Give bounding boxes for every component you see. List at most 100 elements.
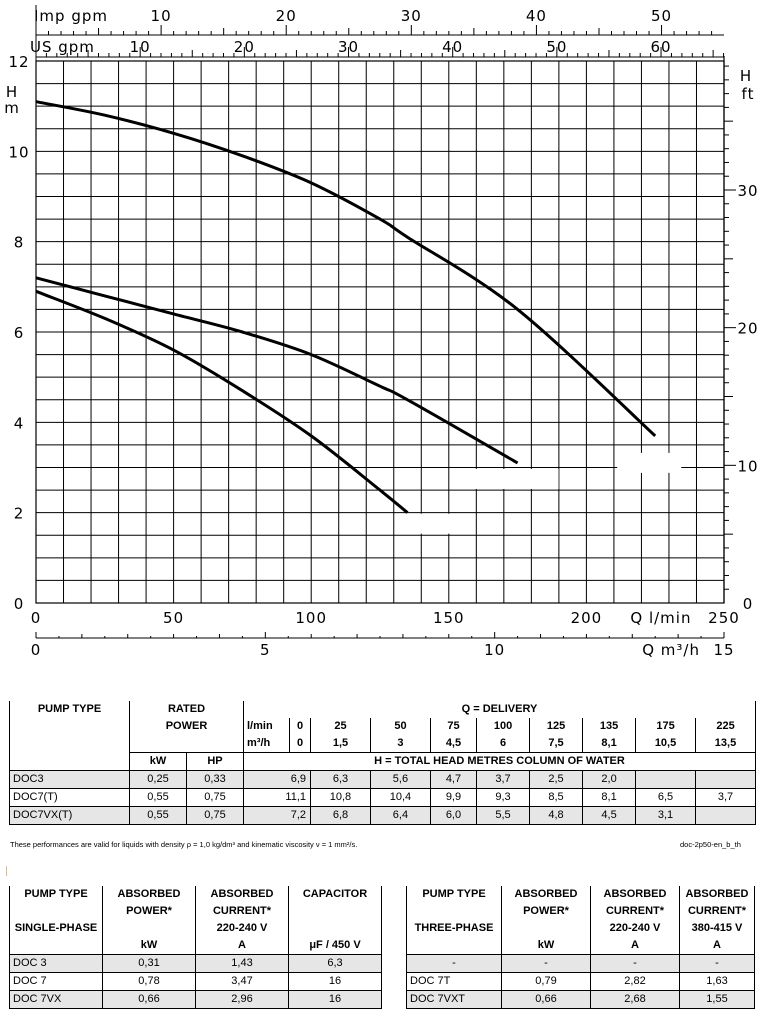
single-phase-table: PUMP TYPE ABSORBED ABSORBED CAPACITOR PO… — [9, 886, 382, 1009]
curve-label-bg — [468, 468, 559, 489]
power-header: POWER — [129, 718, 244, 735]
head-cell: 6,4 — [369, 806, 431, 825]
imp-gpm-tick-label: 20 — [276, 7, 297, 25]
blank-cell — [129, 735, 244, 753]
head-cell: 8,5 — [529, 788, 584, 807]
y-tick-label-m: 6 — [14, 324, 25, 342]
absorbed-header: ABSORBED — [679, 886, 755, 903]
head-header: H = TOTAL HEAD METRES COLUMN OF WATER — [243, 752, 756, 771]
m3h-val: 3 — [369, 735, 431, 753]
blank-cell — [9, 752, 130, 771]
rated-header: RATED — [129, 701, 244, 718]
head-cell: 5,6 — [369, 770, 431, 789]
kw-header: kW — [102, 937, 196, 955]
curve-doc-7-vx — [35, 276, 519, 465]
power-cell: 0,31 — [102, 954, 196, 973]
current-cell: 2,68 — [590, 990, 680, 1009]
y-axis-label-ft: ft — [742, 85, 755, 103]
us-gpm-tick-label: 40 — [442, 38, 463, 56]
current-cell: 2,82 — [590, 972, 680, 991]
y-tick-label-m: 8 — [14, 234, 25, 252]
y-tick-label-ft: 0 — [743, 595, 754, 613]
us-gpm-tick-label: 10 — [130, 38, 151, 56]
current-cell: 1,43 — [195, 954, 289, 973]
imp-gpm-tick-label: 40 — [526, 7, 547, 25]
y-axis-label-m: m — [4, 99, 20, 117]
y-tick-label-m: 2 — [14, 505, 25, 523]
table-row-name: DOC7VX(T) — [9, 806, 130, 825]
x-tick-label-m3h: 15 — [713, 641, 734, 659]
m3h-val: 6 — [475, 735, 531, 753]
x-tick-label-lmin: 0 — [31, 609, 42, 627]
kw-cell: 0,55 — [129, 788, 187, 807]
head-cell — [695, 806, 756, 825]
power-cell: - — [501, 954, 591, 973]
lmin-val: 75 — [429, 718, 478, 735]
head-cell: 4,8 — [529, 806, 584, 825]
chart-grid — [35, 5, 736, 639]
table-row-name: DOC 7T — [406, 972, 502, 991]
delivery-header: Q = DELIVERY — [243, 701, 756, 718]
head-cell: 3,1 — [635, 806, 697, 825]
head-cell: 10,8 — [310, 788, 371, 807]
pump-curves — [35, 100, 682, 534]
y-tick-label-m: 12 — [8, 53, 29, 71]
head-cell: 9,9 — [429, 788, 478, 807]
head-cell: 6,8 — [310, 806, 371, 825]
head-cell: 10,4 — [369, 788, 431, 807]
head-cell: 8,1 — [582, 788, 637, 807]
pump-type-header: PUMP TYPE — [9, 886, 103, 903]
y-tick-label-ft: 30 — [737, 182, 758, 200]
x-tick-label-m3h: 0 — [31, 641, 42, 659]
uf-header: μF / 450 V — [288, 937, 382, 955]
head-cell: 4,7 — [429, 770, 478, 789]
lmin-val: 50 — [369, 718, 431, 735]
table-row-name: DOC 7VX — [9, 990, 103, 1009]
current-cell: 3,47 — [195, 972, 289, 991]
absorbed-header: ABSORBED — [590, 886, 680, 903]
capacitor-header: CAPACITOR — [288, 886, 382, 903]
head-cell: 2,5 — [529, 770, 584, 789]
blank-cell — [406, 903, 502, 920]
curve-label-bg — [398, 513, 461, 534]
a-header: A — [195, 937, 289, 955]
blank-cell — [501, 920, 591, 937]
head-cell: 6,0 — [429, 806, 478, 825]
imp-gpm-label: Imp gpm — [34, 7, 108, 25]
head-cell: 7,2 — [243, 806, 311, 825]
lmin-header: l/min — [243, 718, 290, 735]
x-tick-label-m3h: 5 — [260, 641, 271, 659]
y-tick-label-m: 10 — [8, 143, 29, 161]
lmin-val: 100 — [475, 718, 531, 735]
table-row-name: DOC 3 — [9, 954, 103, 973]
pump-type-header: PUMP TYPE — [406, 886, 502, 903]
power-cell: 0,78 — [102, 972, 196, 991]
voltage-header: 380-415 V — [679, 920, 755, 937]
blank-cell — [102, 920, 196, 937]
current-header: CURRENT* — [679, 903, 755, 920]
voltage-header: 220-240 V — [195, 920, 289, 937]
blank-cell — [9, 718, 130, 735]
y-axis-label-h-right: H — [740, 67, 752, 85]
x-tick-label-lmin: 100 — [295, 609, 327, 627]
head-cell: 6,9 — [243, 770, 311, 789]
blank-cell — [9, 903, 103, 920]
curve-doc-3 — [35, 289, 409, 514]
current-cell: - — [590, 954, 680, 973]
a-header: A — [679, 937, 755, 955]
curve-label-bg — [617, 452, 682, 473]
m3h-val: 7,5 — [529, 735, 584, 753]
head-cell — [635, 770, 697, 789]
us-gpm-tick-label: 30 — [338, 38, 359, 56]
table-row-name: DOC 7 — [9, 972, 103, 991]
performance-note: These performances are valid for liquids… — [10, 840, 358, 849]
head-cell: 6,5 — [635, 788, 697, 807]
margin-marker — [6, 866, 7, 876]
lmin-val: 125 — [529, 718, 584, 735]
capacitor-cell: 6,3 — [288, 954, 382, 973]
m3h-val: 0 — [289, 735, 311, 753]
phase-header: SINGLE-PHASE — [9, 920, 103, 937]
lmin-val: 175 — [635, 718, 697, 735]
